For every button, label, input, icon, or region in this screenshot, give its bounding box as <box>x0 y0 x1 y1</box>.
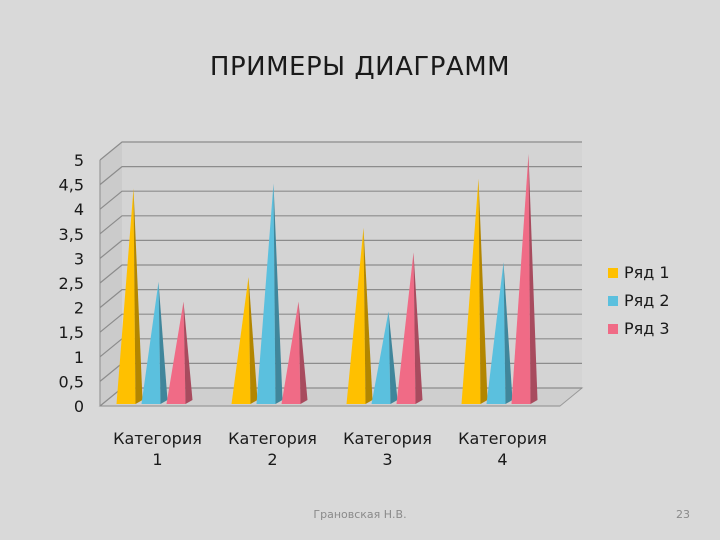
cone-shadow <box>183 301 193 404</box>
cone-face <box>461 178 481 404</box>
cone-face <box>116 188 136 404</box>
cone-face <box>486 262 506 404</box>
x-tick-label: Категория <box>113 429 202 448</box>
legend-label: Ряд 2 <box>624 291 670 310</box>
cone-shadow <box>133 188 143 404</box>
y-tick-label: 4 <box>74 200 84 219</box>
cone-shadow <box>528 154 538 404</box>
y-tick-label: 0 <box>74 397 84 416</box>
y-tick-label: 3 <box>74 249 84 268</box>
y-tick-label: 2,5 <box>59 274 84 293</box>
cone-bar <box>116 188 143 404</box>
cone-face <box>396 252 416 404</box>
cone-bar <box>281 301 308 404</box>
footer-author: Грановская Н.В. <box>313 508 407 521</box>
cone-bar <box>486 262 513 404</box>
x-tick-label: 3 <box>382 450 392 469</box>
cone-face <box>141 281 161 404</box>
cone-face <box>256 183 276 404</box>
cone-shadow <box>413 252 423 404</box>
cone-face <box>346 227 366 404</box>
chart-gridlines <box>98 141 584 407</box>
gridline <box>99 313 582 333</box>
y-tick-label: 1,5 <box>59 323 84 342</box>
legend-item: Ряд 3 <box>608 319 670 338</box>
legend-swatch <box>608 324 618 334</box>
gridline <box>99 141 582 161</box>
cone-shadow <box>298 301 308 404</box>
cone-shadow <box>363 227 373 404</box>
chart-axes <box>99 160 560 407</box>
y-tick-label: 2 <box>74 299 84 318</box>
legend-swatch <box>608 268 618 278</box>
cone-bar <box>511 154 538 404</box>
legend-item: Ряд 2 <box>608 291 670 310</box>
chart-cones <box>116 154 538 404</box>
gridline <box>99 239 582 259</box>
cone-bar <box>231 277 258 404</box>
cone-face <box>511 154 531 404</box>
page-number: 23 <box>676 508 690 521</box>
y-axis-ticks: 0 0,5 1 1,5 2 2,5 3 3,5 4 4,5 5 <box>59 151 84 416</box>
x-tick-label: Категория <box>458 429 547 448</box>
x-tick-label: Категория <box>228 429 317 448</box>
y-tick-label: 4,5 <box>59 176 84 195</box>
x-tick-label: Категория <box>343 429 432 448</box>
cone-face <box>371 311 391 404</box>
gridline <box>99 289 582 309</box>
cone-face <box>231 277 251 404</box>
cone-shadow <box>273 183 283 404</box>
y-tick-label: 5 <box>74 151 84 170</box>
cone-bar <box>396 252 423 404</box>
cone-face <box>166 301 186 404</box>
gridline <box>99 166 582 186</box>
y-tick-label: 1 <box>74 348 84 367</box>
cone-shadow <box>158 281 168 404</box>
cone-bar <box>346 227 373 404</box>
cone-bar <box>256 183 283 404</box>
cone-shadow <box>503 262 513 404</box>
cone-shadow <box>248 277 258 404</box>
legend-label: Ряд 3 <box>624 319 670 338</box>
y-tick-label: 0,5 <box>59 372 84 391</box>
y-tick-label: 3,5 <box>59 225 84 244</box>
x-tick-label: 1 <box>152 450 162 469</box>
cone-bar <box>166 301 193 404</box>
gridline <box>99 215 582 235</box>
cone-bar <box>141 281 168 404</box>
x-tick-label: 2 <box>267 450 277 469</box>
cone-bar <box>461 178 488 404</box>
legend-label: Ряд 1 <box>624 263 670 282</box>
legend-item: Ряд 1 <box>608 263 670 282</box>
gridline <box>99 264 582 284</box>
cone-face <box>281 301 301 404</box>
x-tick-label: 4 <box>497 450 507 469</box>
slide-title: ПРИМЕРЫ ДИАГРАММ <box>209 52 511 82</box>
cone-bar <box>371 311 398 404</box>
cone-shadow <box>388 311 398 404</box>
gridline <box>99 190 582 210</box>
chart-legend: Ряд 1 Ряд 2 Ряд 3 <box>608 263 670 338</box>
x-axis-ticks: Категория 1 Категория 2 Категория 3 Категория 4 <box>113 429 547 469</box>
cone-shadow <box>478 178 488 404</box>
legend-swatch <box>608 296 618 306</box>
